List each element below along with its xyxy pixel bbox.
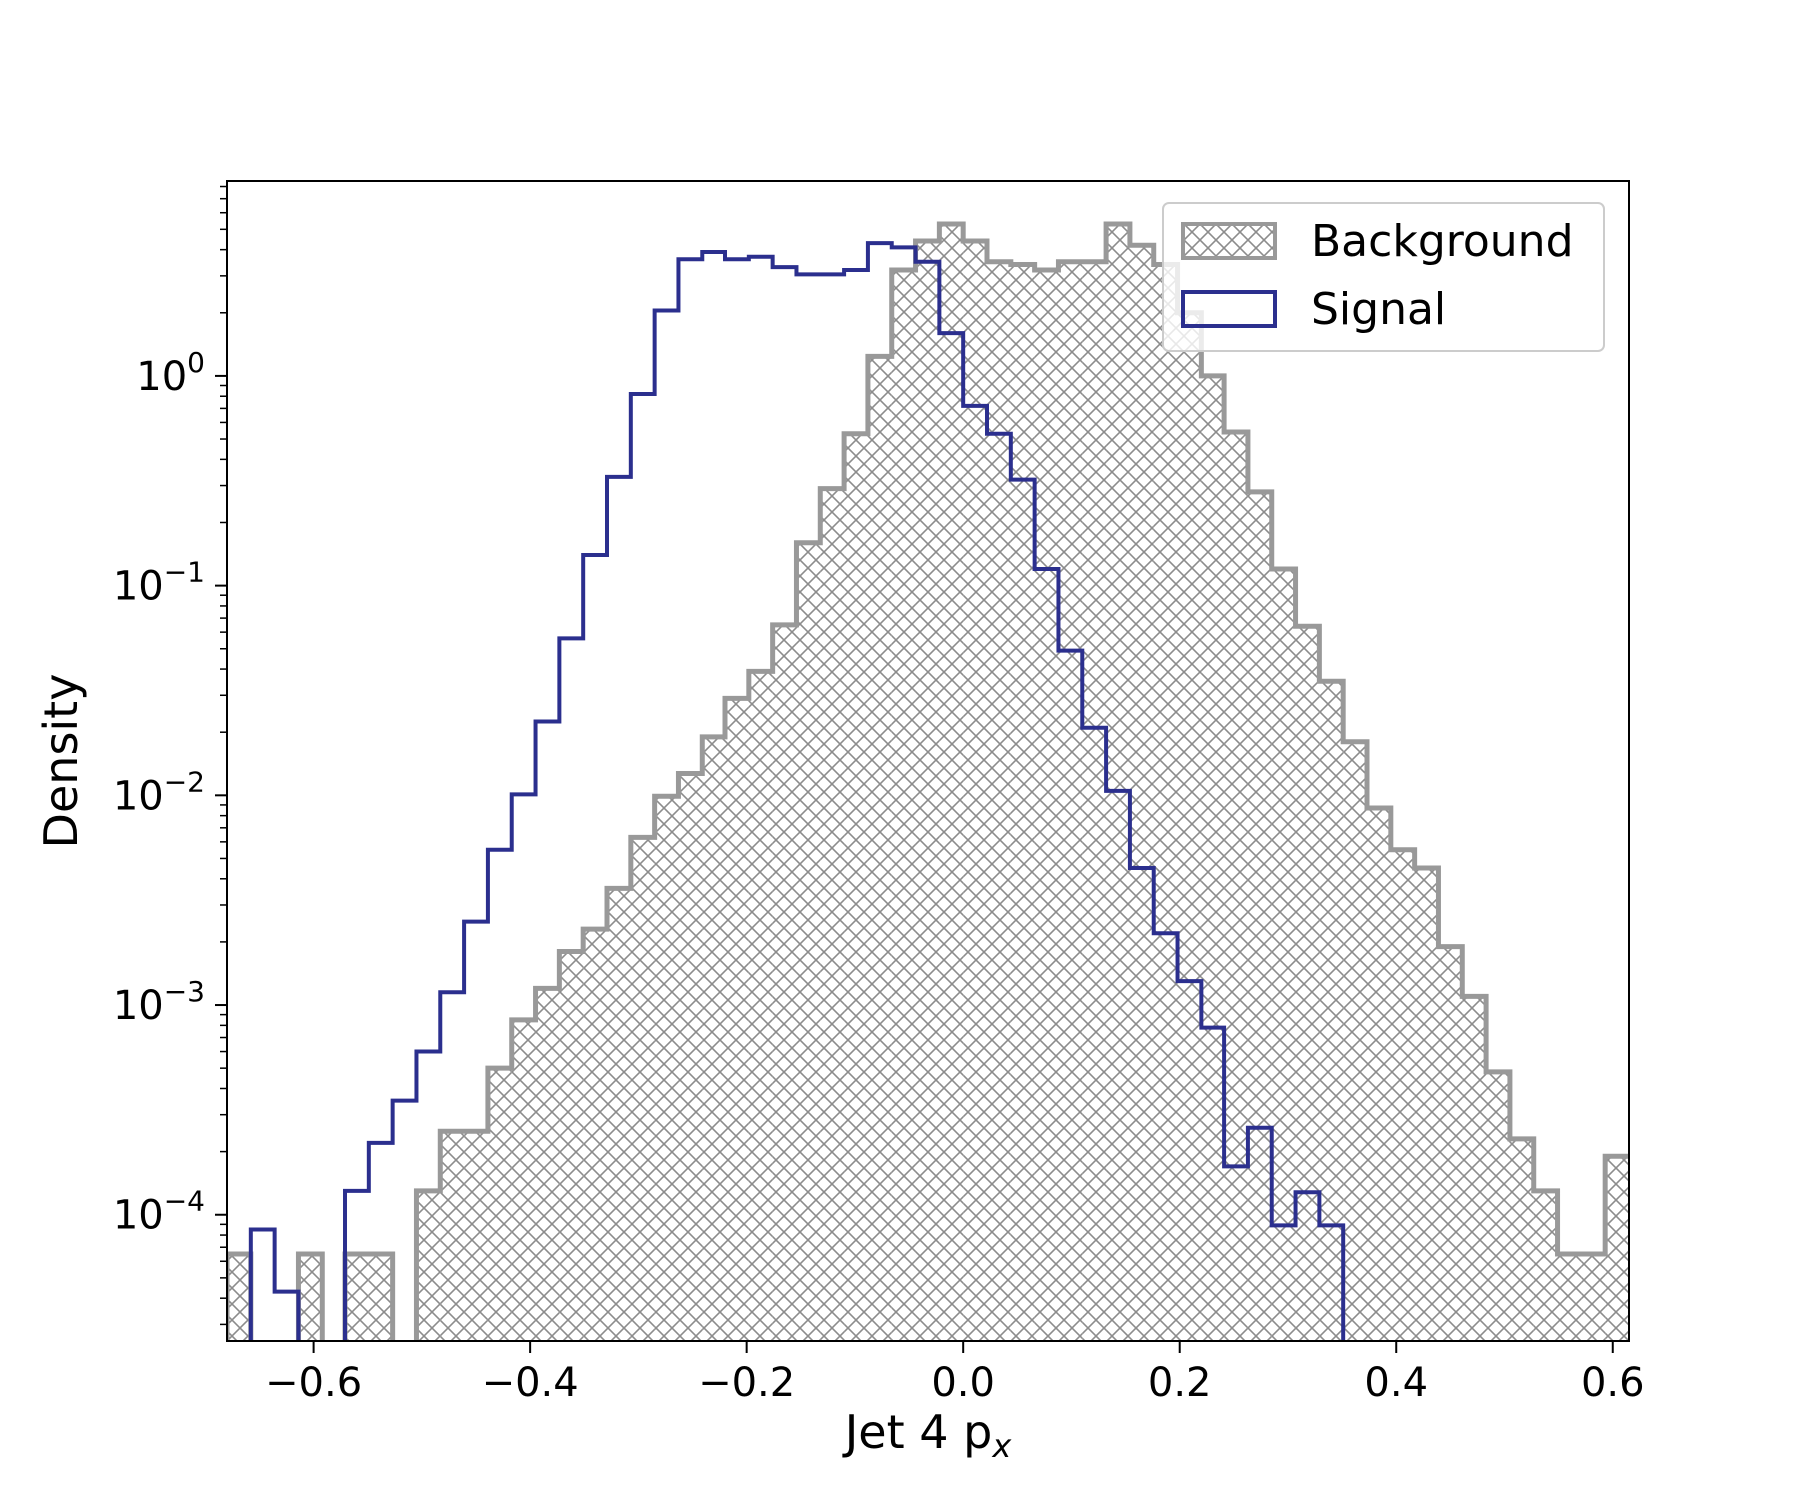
y-tick-exponent: 0 — [187, 346, 205, 379]
x-tick-label: 0.0 — [931, 1360, 995, 1406]
background-bar — [583, 929, 608, 1341]
background-bar — [702, 736, 726, 1341]
y-tick-label: 100 — [136, 346, 205, 400]
background-bar — [227, 1253, 251, 1341]
background-bar — [1486, 1071, 1510, 1341]
background-bar — [1319, 681, 1344, 1341]
background-bar — [464, 1131, 488, 1341]
x-tick-label: 0.2 — [1148, 1360, 1212, 1406]
background-bar — [963, 240, 988, 1341]
y-tick-base: 10 — [113, 773, 164, 819]
legend-swatch-background — [1181, 222, 1277, 260]
background-bar — [1058, 261, 1083, 1341]
background-bar — [1438, 946, 1463, 1341]
background-bar — [1295, 626, 1320, 1341]
y-tick-base: 10 — [113, 564, 164, 610]
background-bar — [820, 488, 845, 1341]
x-axis: −0.6 −0.4 −0.2 0.0 0.2 0.4 0.6 — [265, 1341, 1645, 1406]
background-bar — [511, 1019, 536, 1341]
background-bar — [1271, 569, 1296, 1341]
y-tick-label: 10−4 — [113, 1185, 205, 1239]
x-tick-label: 0.6 — [1581, 1360, 1645, 1406]
background-bar — [630, 837, 655, 1341]
background-bar — [535, 988, 560, 1341]
background-bar — [1247, 491, 1272, 1341]
y-tick-base: 10 — [113, 1193, 164, 1239]
background-bar — [607, 888, 631, 1341]
background-bar — [1462, 996, 1487, 1341]
y-tick-label: 10−1 — [113, 556, 205, 610]
plot-area — [227, 221, 1629, 1341]
plot-frame — [226, 180, 1630, 1342]
y-tick-label: 10−3 — [113, 975, 205, 1029]
legend-swatch-signal — [1181, 290, 1277, 328]
background-bar — [416, 1190, 441, 1341]
x-axis-label-subscript: x — [991, 1427, 1012, 1465]
y-tick-label: 10−2 — [113, 765, 205, 819]
background-bar — [1605, 1156, 1629, 1341]
background-bar — [748, 671, 773, 1341]
background-bar — [1533, 1190, 1558, 1341]
background-bar — [987, 261, 1011, 1341]
x-axis-label: Jet 4 px — [842, 1405, 1013, 1465]
background-bar — [1010, 264, 1035, 1341]
series-signal — [248, 241, 1346, 1341]
background-outline — [227, 221, 1629, 1341]
background-bar — [298, 1253, 323, 1341]
x-tick-label: −0.4 — [482, 1360, 579, 1406]
background-bar — [1106, 224, 1130, 1341]
signal-outline — [248, 241, 1346, 1341]
background-bar — [1177, 312, 1202, 1341]
background-bar — [1414, 868, 1439, 1341]
background-bar — [796, 542, 821, 1341]
background-bar — [368, 1253, 393, 1341]
legend: Background Signal — [1162, 202, 1605, 352]
background-bar — [772, 624, 797, 1341]
background-bar — [1201, 375, 1225, 1341]
series-background — [227, 221, 1629, 1341]
background-bar — [1367, 808, 1391, 1341]
x-tick-label: 0.4 — [1364, 1360, 1428, 1406]
y-tick-exponent: −3 — [164, 975, 205, 1008]
y-tick-exponent: −1 — [164, 556, 205, 589]
background-bar — [1509, 1138, 1534, 1341]
legend-label-signal: Signal — [1311, 284, 1446, 335]
background-bar — [654, 796, 679, 1341]
background-bar — [678, 773, 703, 1341]
background-bar — [844, 433, 868, 1341]
legend-label-background: Background — [1311, 216, 1574, 267]
x-tick-label: −0.2 — [698, 1360, 795, 1406]
background-bar — [1034, 269, 1059, 1341]
background-bar — [915, 240, 940, 1341]
background-bar — [559, 951, 584, 1341]
background-bar — [1581, 1253, 1606, 1341]
background-bar — [725, 698, 749, 1341]
x-tick-label: −0.6 — [265, 1360, 362, 1406]
y-tick-exponent: −2 — [164, 765, 205, 798]
background-bar — [1224, 432, 1248, 1341]
background-bar — [440, 1131, 465, 1341]
background-bar — [1343, 741, 1368, 1341]
background-bar — [867, 356, 892, 1341]
background-bar — [487, 1068, 512, 1341]
background-bar — [939, 224, 964, 1341]
background-bar — [891, 269, 916, 1341]
x-axis-label-main: Jet 4 p — [842, 1405, 993, 1459]
background-bar — [1153, 264, 1178, 1341]
y-tick-base: 10 — [136, 354, 187, 400]
background-bar — [345, 1253, 369, 1341]
y-axis-label: Density — [34, 674, 88, 849]
background-bar — [1557, 1253, 1582, 1341]
background-bar — [1390, 849, 1415, 1341]
background-bar — [1082, 261, 1107, 1341]
background-bar — [1129, 245, 1154, 1341]
y-tick-base: 10 — [113, 983, 164, 1029]
y-tick-exponent: −4 — [164, 1185, 205, 1218]
